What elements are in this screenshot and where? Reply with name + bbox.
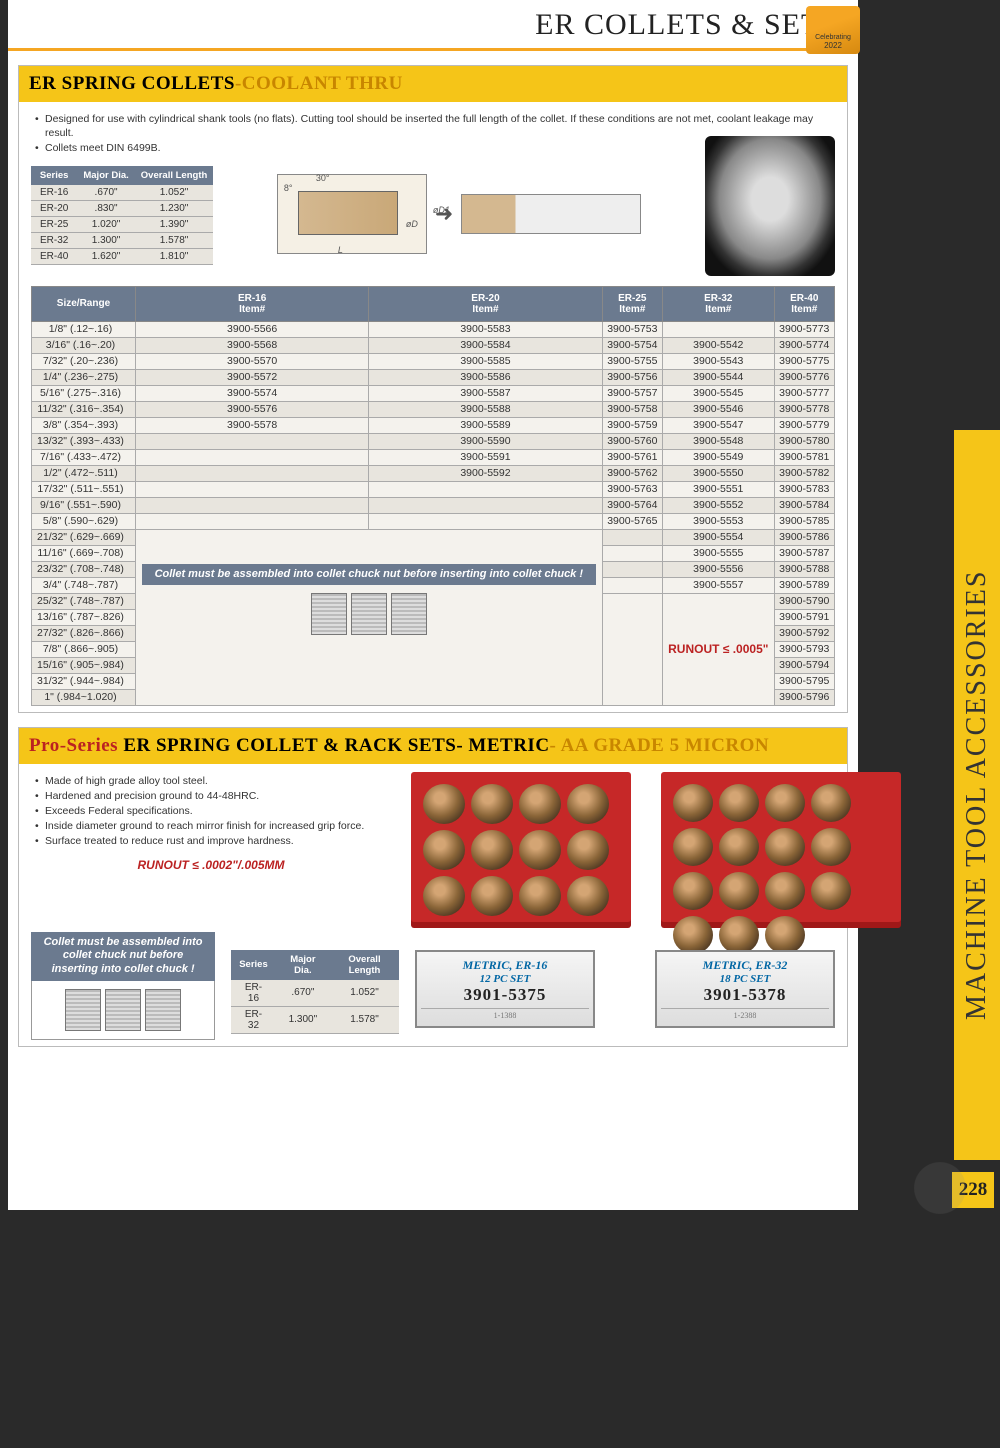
table-row: 11/32" (.316~.354)3900-55763900-55883900… xyxy=(32,401,835,417)
table-row: 13/32" (.393~.433)3900-55903900-57603900… xyxy=(32,433,835,449)
section-header: ER SPRING COLLETS-COOLANT THRU xyxy=(19,66,847,102)
table-row: 1/2" (.472~.511)3900-55923900-57623900-5… xyxy=(32,465,835,481)
bullet-item: Inside diameter ground to reach mirror f… xyxy=(35,819,391,833)
bullet-item: Exceeds Federal specifications. xyxy=(35,804,391,818)
page-title: ER COLLETS & SETS xyxy=(8,0,858,46)
bullet-list: Made of high grade alloy tool steel.Hard… xyxy=(31,774,391,849)
table-row: 21/32" (.629~.669)Collet must be assembl… xyxy=(32,529,835,545)
bullet-item: Made of high grade alloy tool steel. xyxy=(35,774,391,788)
table-row: ER-251.020"1.390" xyxy=(31,216,213,232)
table-row: 9/16" (.551~.590)3900-57643900-55523900-… xyxy=(32,497,835,513)
section-er-spring-collets: ER SPRING COLLETS-COOLANT THRU Designed … xyxy=(18,65,848,713)
table-row: 1/8" (.12~.16)3900-55663900-55833900-575… xyxy=(32,321,835,337)
assembly-diagram xyxy=(142,585,596,643)
table-row: 7/32" (.20~.236)3900-55703900-55853900-5… xyxy=(32,353,835,369)
dimension-diagram: 30° 8° øD1 øD L ➜ xyxy=(225,166,693,254)
year-badge: Celebrating2022 xyxy=(806,6,860,54)
runout-spec: RUNOUT ≤ .0005" xyxy=(667,642,770,656)
section-pro-series: Pro-Series ER SPRING COLLET & RACK SETS-… xyxy=(18,727,848,1047)
assembly-note: Collet must be assembled into collet chu… xyxy=(142,564,596,586)
gear-decoration xyxy=(880,1128,1000,1248)
table-row: ER-321.300"1.578" xyxy=(231,1006,399,1033)
collet-set-photo-12pc xyxy=(411,772,631,922)
table-row: 5/8" (.590~.629)3900-57653900-55533900-5… xyxy=(32,513,835,529)
side-tab: MACHINE TOOL ACCESSORIES xyxy=(954,430,1000,1160)
collet-set-photo-18pc xyxy=(661,772,901,922)
table-row: ER-16.670"1.052" xyxy=(231,980,399,1007)
table-row: 17/32" (.511~.551)3900-57633900-55513900… xyxy=(32,481,835,497)
table-row: 7/16" (.433~.472)3900-55913900-57613900-… xyxy=(32,449,835,465)
table-row: ER-16.670"1.052" xyxy=(31,185,213,201)
series-spec-table: SeriesMajor Dia.Overall LengthER-16.670"… xyxy=(231,950,399,1034)
product-box-er16: METRIC, ER-16 12 PC SET 3901-5375 1-1388 xyxy=(415,950,595,1028)
catalog-page: Celebrating2022 ER COLLETS & SETS ER SPR… xyxy=(8,0,858,1210)
product-box-er32: METRIC, ER-32 18 PC SET 3901-5378 1-2388 xyxy=(655,950,835,1028)
table-row: ER-401.620"1.810" xyxy=(31,248,213,264)
assembly-note: Collet must be assembled into collet chu… xyxy=(31,932,215,981)
bullet-item: Hardened and precision ground to 44-48HR… xyxy=(35,789,391,803)
table-row: 3/16" (.16~.20)3900-55683900-55843900-57… xyxy=(32,337,835,353)
assembly-diagram xyxy=(31,981,215,1040)
table-row: ER-20.830"1.230" xyxy=(31,200,213,216)
series-spec-table: SeriesMajor Dia.Overall LengthER-16.670"… xyxy=(31,166,213,265)
runout-spec: RUNOUT ≤ .0002"/.005MM xyxy=(31,858,391,872)
table-row: 1/4" (.236~.275)3900-55723900-55863900-5… xyxy=(32,369,835,385)
item-number-table: Size/RangeER-16Item#ER-20Item#ER-25Item#… xyxy=(31,286,835,706)
section-header: Pro-Series ER SPRING COLLET & RACK SETS-… xyxy=(19,728,847,764)
table-row: 3/8" (.354~.393)3900-55783900-55893900-5… xyxy=(32,417,835,433)
table-row: 5/16" (.275~.316)3900-55743900-55873900-… xyxy=(32,385,835,401)
bullet-item: Surface treated to reduce rust and impro… xyxy=(35,834,391,848)
table-row: ER-321.300"1.578" xyxy=(31,232,213,248)
collet-photo xyxy=(705,136,835,276)
